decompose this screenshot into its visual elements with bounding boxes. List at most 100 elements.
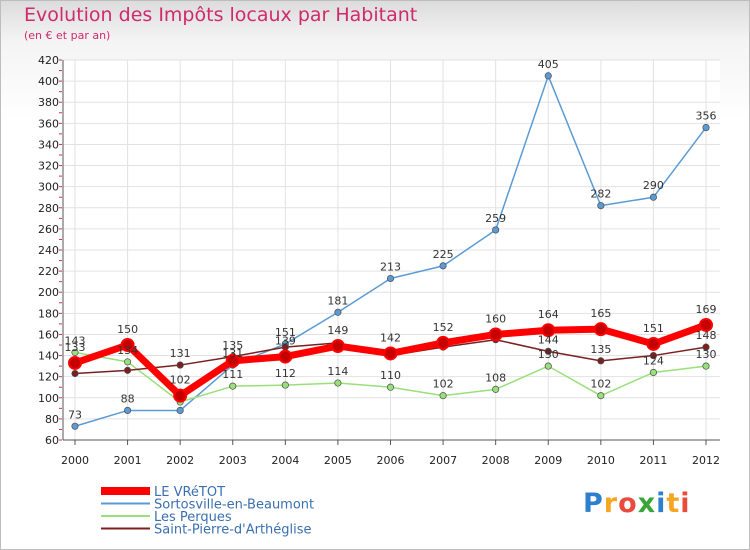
x-tick-label: 2010 <box>587 454 615 467</box>
x-tick-label: 2001 <box>114 454 142 467</box>
proxiti-logo: Proxiti <box>583 488 691 519</box>
data-point <box>597 202 605 210</box>
data-label: 143 <box>65 334 86 347</box>
data-label: 135 <box>222 339 243 352</box>
legend-label: Saint-Pierre-d'Arthéglise <box>154 523 312 538</box>
data-label: 165 <box>590 307 611 320</box>
x-tick-label: 2006 <box>377 454 405 467</box>
data-label: 160 <box>485 312 506 325</box>
y-tick-label: 160 <box>38 328 59 341</box>
data-label: 282 <box>590 188 611 201</box>
data-point <box>68 355 82 370</box>
data-point <box>176 361 184 369</box>
data-label: 213 <box>380 261 401 274</box>
y-tick-label: 60 <box>45 434 59 447</box>
x-tick-label: 2000 <box>61 454 89 467</box>
data-label: 169 <box>696 303 717 316</box>
y-tick-label: 300 <box>38 181 59 194</box>
legend-label: LE VRéTOT <box>154 485 225 500</box>
x-tick-label: 2011 <box>639 454 667 467</box>
data-point <box>173 388 188 403</box>
data-label: 135 <box>590 343 611 356</box>
data-point <box>646 336 661 351</box>
data-label: 152 <box>433 321 454 334</box>
data-point <box>124 366 132 374</box>
y-tick-label: 100 <box>38 392 59 405</box>
data-point <box>541 323 556 338</box>
data-label: 164 <box>538 308 559 321</box>
data-label: 259 <box>485 212 506 225</box>
y-tick-label: 340 <box>38 138 59 151</box>
y-tick-label: 200 <box>38 286 59 299</box>
x-tick-label: 2007 <box>429 454 457 467</box>
data-point <box>593 322 608 337</box>
y-tick-label: 80 <box>45 413 59 426</box>
x-tick-label: 2012 <box>692 454 720 467</box>
data-label: 130 <box>696 348 717 361</box>
y-tick-label: 320 <box>38 160 59 173</box>
data-point <box>544 362 552 370</box>
data-point <box>330 339 345 354</box>
data-point <box>334 308 342 316</box>
data-label: 144 <box>538 333 559 346</box>
data-label: 181 <box>327 294 348 307</box>
data-label: 131 <box>222 347 243 360</box>
data-point <box>699 317 713 332</box>
y-tick-label: 140 <box>38 350 59 363</box>
data-label: 130 <box>538 348 559 361</box>
data-label: 225 <box>433 248 454 261</box>
data-label: 111 <box>222 368 243 381</box>
y-tick-label: 280 <box>38 202 59 215</box>
data-label: 290 <box>643 179 664 192</box>
data-point <box>281 381 289 389</box>
data-point <box>649 352 657 360</box>
data-point <box>71 348 79 356</box>
data-point <box>649 368 657 376</box>
data-label: 108 <box>485 371 506 384</box>
data-label: 151 <box>275 326 296 339</box>
x-tick-label: 2008 <box>482 454 510 467</box>
y-tick-label: 260 <box>38 223 59 236</box>
data-point <box>71 422 79 430</box>
data-label: 112 <box>275 367 296 380</box>
data-point <box>229 382 237 390</box>
data-label: 142 <box>380 331 401 344</box>
data-label: 148 <box>696 329 717 342</box>
y-tick-label: 420 <box>38 54 59 67</box>
x-tick-label: 2003 <box>219 454 247 467</box>
data-label: 110 <box>380 369 401 382</box>
data-point <box>124 358 132 366</box>
data-point <box>334 379 342 387</box>
data-label: 150 <box>117 323 138 336</box>
data-label: 149 <box>327 324 348 337</box>
data-point <box>649 193 657 201</box>
data-point <box>544 72 552 80</box>
data-point <box>544 347 552 355</box>
data-point <box>386 274 395 283</box>
y-tick-label: 180 <box>38 307 59 320</box>
data-point <box>702 343 710 351</box>
x-tick-label: 2004 <box>271 454 299 467</box>
data-point <box>436 335 451 350</box>
y-tick-label: 120 <box>38 371 59 384</box>
data-label: 102 <box>170 374 191 387</box>
data-label: 139 <box>275 335 296 348</box>
data-point <box>439 262 447 270</box>
data-point <box>124 406 132 414</box>
data-point <box>386 383 395 391</box>
y-tick-label: 380 <box>38 96 59 109</box>
data-point <box>278 349 293 364</box>
data-label: 88 <box>121 392 135 405</box>
data-point <box>492 385 500 393</box>
data-label: 73 <box>68 408 82 421</box>
data-label: 102 <box>590 378 611 391</box>
chart-title: Evolution des Impôts locaux par Habitant <box>24 4 418 26</box>
data-label: 124 <box>643 354 664 367</box>
y-tick-label: 220 <box>38 265 59 278</box>
y-tick-label: 360 <box>38 117 59 130</box>
x-tick-label: 2009 <box>534 454 562 467</box>
chart-subtitle: (en € et par an) <box>24 29 111 42</box>
data-point <box>225 353 240 368</box>
data-label: 405 <box>538 58 559 71</box>
